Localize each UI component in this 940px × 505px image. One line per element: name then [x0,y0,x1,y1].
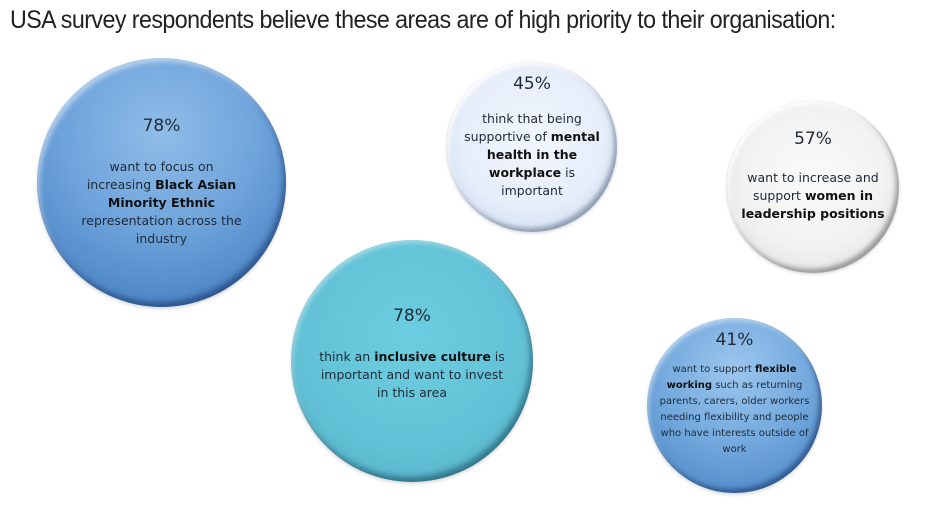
bubble-flexible-working: 41% want to support flexible working suc… [647,318,822,493]
bubble-bame-representation: 78% want to focus on increasing Black As… [37,58,286,307]
bubble-percent: 45% [513,74,551,94]
bubble-description: think that being supportive of mental he… [464,111,600,198]
bubble-inclusive-culture: 78% think an inclusive culture is import… [291,240,533,482]
bubble-percent: 41% [715,330,754,350]
page-title: USA survey respondents believe these are… [10,6,836,34]
bubble-description: want to focus on increasing Black Asian … [81,159,242,246]
bubble-women-leadership: 57% want to increase and support women i… [727,101,899,273]
bubble-percent: 57% [794,129,832,149]
bubble-description: think an inclusive culture is important … [319,349,505,400]
bubble-percent: 78% [393,306,431,326]
bubble-percent: 78% [142,116,181,136]
bubble-mental-health: 45% think that being supportive of menta… [447,62,617,232]
bubble-description: want to support flexible working such as… [659,364,810,455]
bubble-description: want to increase and support women in le… [741,170,885,221]
